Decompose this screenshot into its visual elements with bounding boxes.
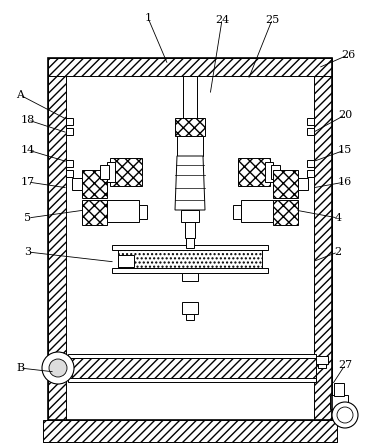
Bar	[100, 165, 109, 179]
Bar	[118, 255, 134, 267]
Bar	[181, 210, 199, 222]
Bar	[318, 364, 326, 368]
Bar	[66, 160, 73, 167]
Bar	[82, 200, 107, 225]
Bar	[72, 178, 82, 190]
Circle shape	[337, 407, 353, 423]
Bar	[334, 383, 344, 396]
Text: B: B	[16, 363, 24, 373]
Text: 1: 1	[144, 13, 152, 23]
Text: 26: 26	[341, 50, 355, 60]
Bar	[110, 158, 142, 186]
Bar	[68, 378, 316, 382]
Text: 14: 14	[21, 145, 35, 155]
Circle shape	[42, 352, 74, 384]
Bar	[314, 76, 332, 420]
Text: 25: 25	[265, 15, 279, 25]
Bar	[62, 360, 72, 376]
Bar	[177, 136, 203, 156]
Text: A: A	[16, 90, 24, 100]
Bar	[186, 238, 194, 248]
Text: 4: 4	[334, 213, 341, 223]
Bar	[265, 162, 273, 182]
Text: 17: 17	[21, 177, 35, 187]
Bar	[233, 205, 241, 219]
Bar	[271, 165, 280, 179]
Bar	[68, 354, 316, 358]
Bar	[112, 245, 268, 250]
Bar	[238, 158, 270, 186]
Text: 16: 16	[338, 177, 352, 187]
Bar	[107, 162, 115, 182]
Bar	[68, 358, 316, 378]
Bar	[118, 248, 262, 268]
Bar	[298, 178, 308, 190]
Polygon shape	[175, 156, 205, 210]
Text: 24: 24	[215, 15, 229, 25]
Bar	[175, 118, 205, 136]
Text: 15: 15	[338, 145, 352, 155]
Bar	[316, 356, 328, 364]
Bar	[66, 128, 73, 135]
Bar	[112, 268, 268, 273]
Bar	[330, 395, 348, 409]
Bar	[48, 76, 66, 420]
Text: 27: 27	[338, 360, 352, 370]
Text: 18: 18	[21, 115, 35, 125]
Bar	[307, 160, 314, 167]
Circle shape	[332, 402, 358, 428]
Bar	[66, 76, 314, 420]
Bar	[48, 58, 332, 420]
Bar	[273, 200, 298, 225]
Text: 5: 5	[24, 213, 31, 223]
Circle shape	[49, 359, 67, 377]
Bar	[139, 205, 147, 219]
Bar	[82, 170, 107, 198]
Text: 3: 3	[24, 247, 31, 257]
Bar	[307, 118, 314, 125]
Bar	[48, 58, 332, 76]
Bar	[307, 170, 314, 177]
Bar	[43, 420, 337, 442]
Bar	[43, 442, 337, 443]
Text: 20: 20	[338, 110, 352, 120]
Bar	[273, 170, 298, 198]
Bar	[66, 118, 73, 125]
Bar	[182, 302, 198, 314]
Bar	[182, 273, 198, 281]
Bar	[183, 76, 197, 118]
Bar	[241, 200, 273, 222]
Text: 2: 2	[334, 247, 341, 257]
Bar	[307, 128, 314, 135]
Bar	[107, 200, 139, 222]
Bar	[185, 222, 195, 238]
Bar	[186, 314, 194, 320]
Bar	[66, 170, 73, 177]
